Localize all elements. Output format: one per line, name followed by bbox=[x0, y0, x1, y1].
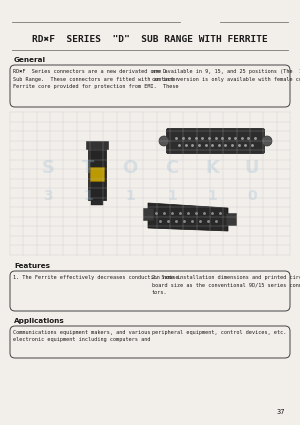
Text: are available in 9, 15, and 25 positions (The  15 and 25: are available in 9, 15, and 25 positions… bbox=[152, 69, 300, 74]
Text: 1: 1 bbox=[167, 189, 177, 203]
Bar bbox=[143, 208, 153, 220]
Text: 2. Same installation dimensions and printed circuit: 2. Same installation dimensions and prin… bbox=[152, 275, 300, 280]
Text: T: T bbox=[82, 159, 94, 177]
Text: tors.: tors. bbox=[152, 290, 168, 295]
Text: 37: 37 bbox=[277, 409, 285, 415]
Text: Applications: Applications bbox=[14, 318, 65, 324]
Text: K: K bbox=[205, 159, 219, 177]
Text: Sub Range.  These connectors are fitted with an inner: Sub Range. These connectors are fitted w… bbox=[13, 76, 178, 82]
Polygon shape bbox=[148, 203, 228, 231]
Text: General: General bbox=[14, 57, 46, 63]
Circle shape bbox=[159, 136, 169, 146]
Text: U: U bbox=[245, 159, 259, 177]
Text: 3: 3 bbox=[43, 189, 53, 203]
Text: electronic equipment including computers and: electronic equipment including computers… bbox=[13, 337, 151, 343]
Text: Ferrite core provided for protection from EMI.  These: Ferrite core provided for protection fro… bbox=[13, 84, 178, 89]
Text: 1: 1 bbox=[83, 189, 93, 203]
Circle shape bbox=[262, 136, 272, 146]
Text: board size as the conventional 9D/15 series connec-: board size as the conventional 9D/15 ser… bbox=[152, 283, 300, 287]
Text: 1: 1 bbox=[125, 189, 135, 203]
FancyBboxPatch shape bbox=[167, 128, 265, 153]
Text: O: O bbox=[122, 159, 138, 177]
Text: contact version is only available with female connector).: contact version is only available with f… bbox=[152, 76, 300, 82]
Bar bbox=[91, 200, 103, 205]
Bar bbox=[226, 213, 236, 225]
Text: Features: Features bbox=[14, 263, 50, 269]
Text: 1. The Ferrite effectively decreases conduction noise.: 1. The Ferrite effectively decreases con… bbox=[13, 275, 182, 280]
Text: RD✖F  SERIES  "D"  SUB RANGE WITH FERRITE: RD✖F SERIES "D" SUB RANGE WITH FERRITE bbox=[32, 35, 268, 44]
Text: peripheral equipment, control devices, etc.: peripheral equipment, control devices, e… bbox=[152, 330, 286, 335]
Text: 0: 0 bbox=[247, 189, 257, 203]
Text: C: C bbox=[165, 159, 178, 177]
Text: 1: 1 bbox=[207, 189, 217, 203]
Text: S: S bbox=[41, 159, 55, 177]
Text: RD✖F  Series connectors are a new derivated one D: RD✖F Series connectors are a new derivat… bbox=[13, 69, 166, 74]
Bar bbox=[88, 145, 106, 200]
Bar bbox=[86, 141, 108, 149]
Bar bbox=[90, 167, 104, 181]
Text: Communications equipment makers, and various: Communications equipment makers, and var… bbox=[13, 330, 151, 335]
